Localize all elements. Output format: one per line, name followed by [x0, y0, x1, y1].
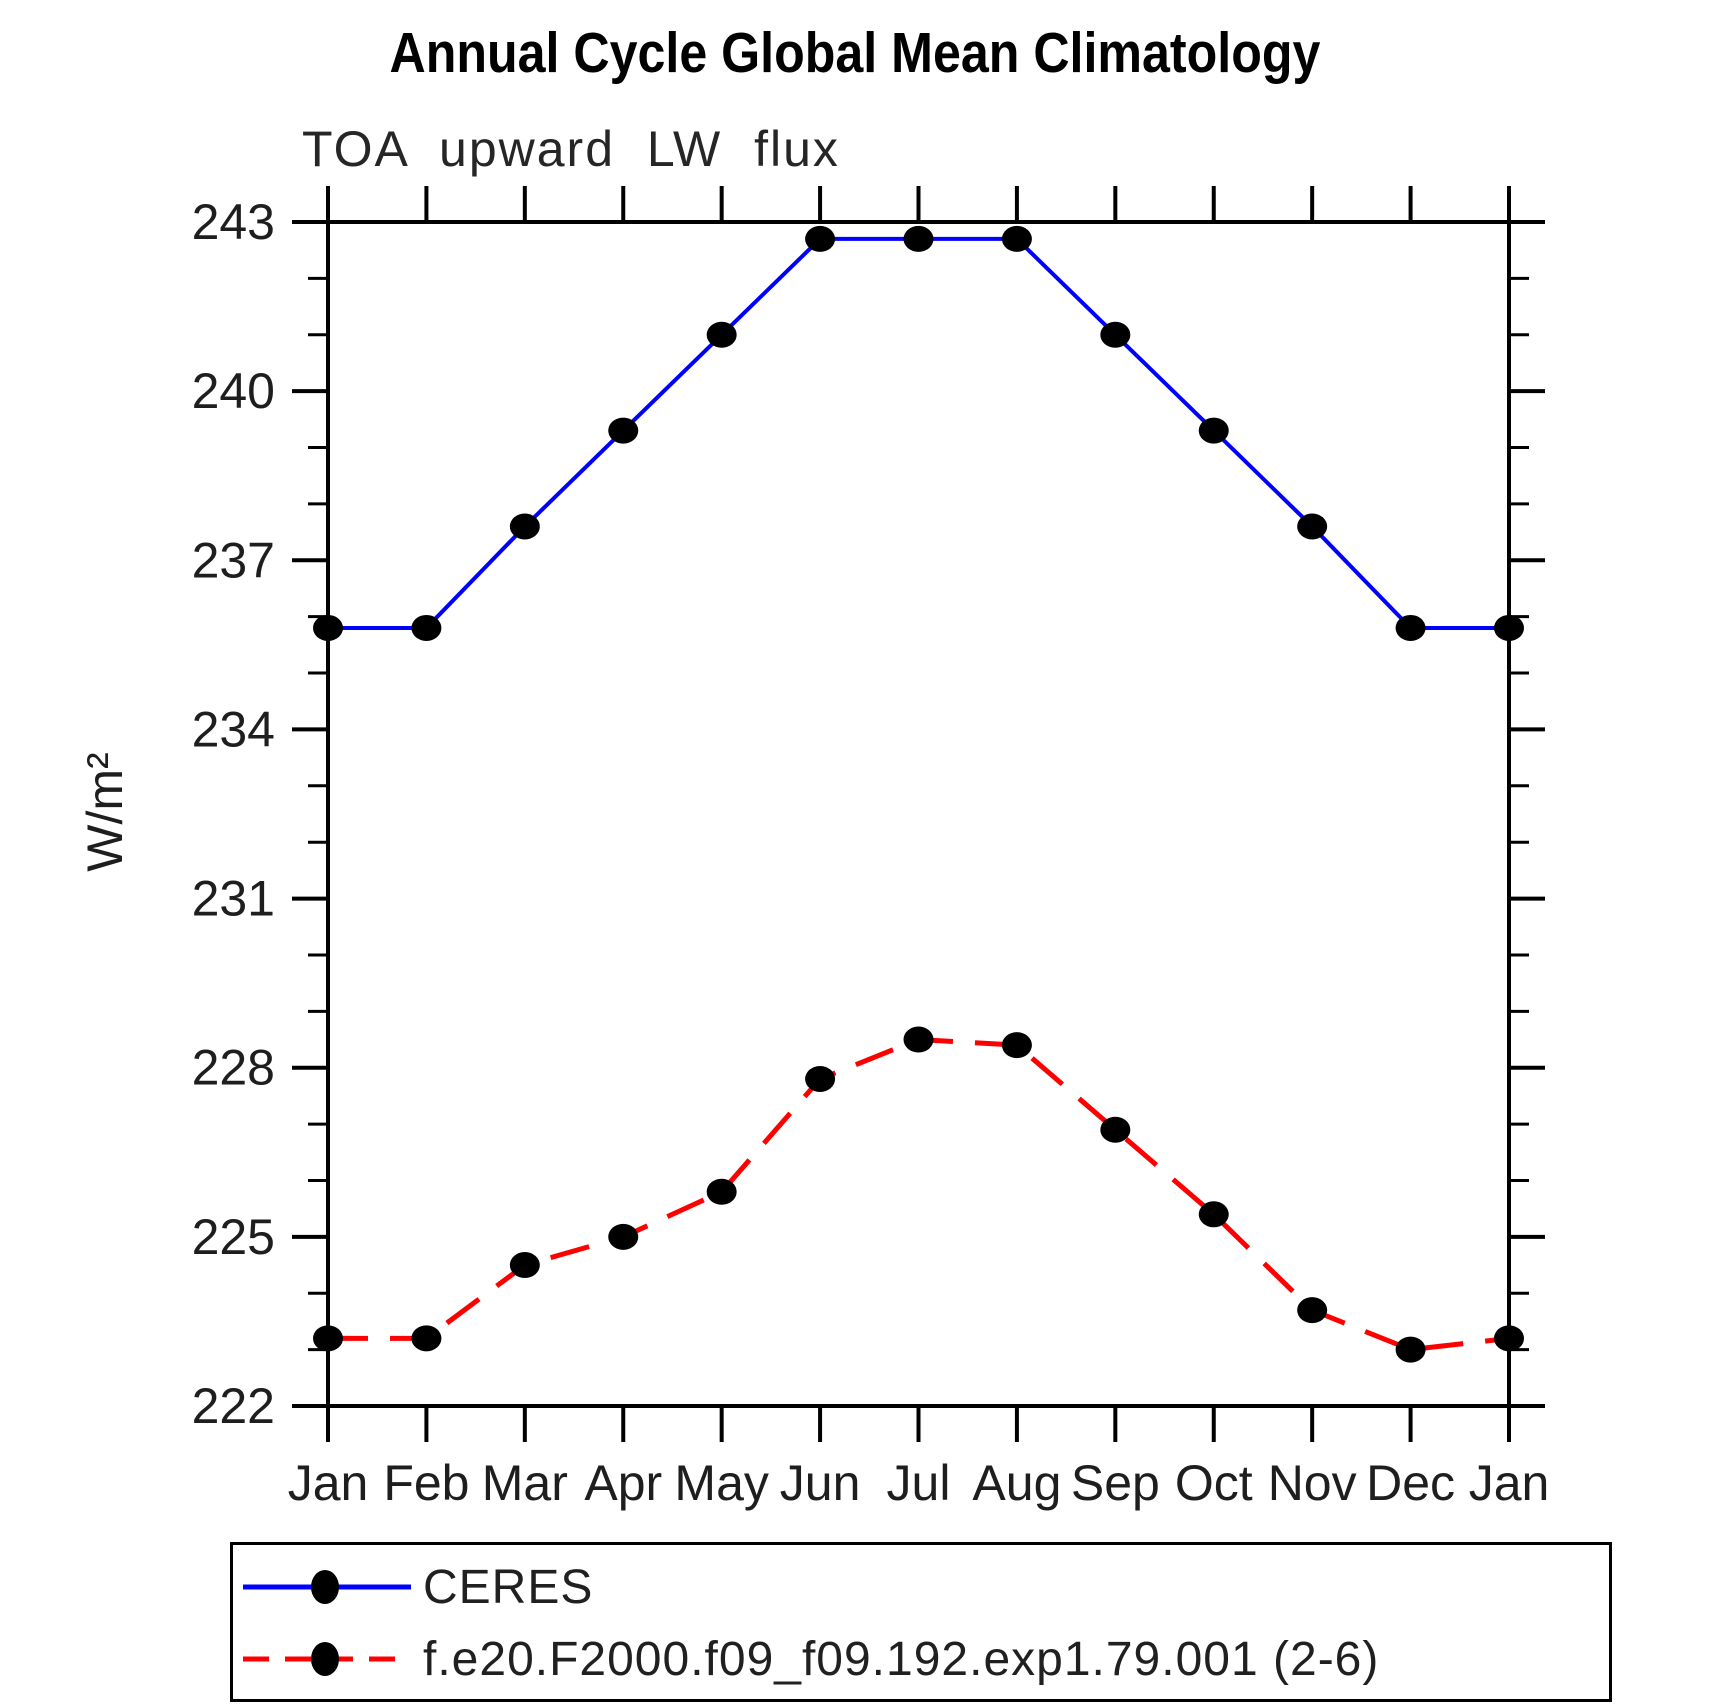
data-point [313, 1325, 343, 1352]
x-tick-label: Sep [1071, 1455, 1160, 1511]
data-point [411, 614, 442, 641]
x-tick-label: Jun [780, 1455, 861, 1511]
legend-sample-ceres [243, 1570, 411, 1604]
data-point [509, 1252, 540, 1279]
y-axis-unit-label: W/m² [77, 752, 133, 871]
x-tick-label: Jan [1469, 1455, 1550, 1511]
x-tick-label: Mar [482, 1455, 568, 1511]
series-line-1 [328, 1036, 1510, 1353]
data-point [1297, 513, 1328, 540]
y-tick-label: 222 [192, 1378, 275, 1434]
data-point [509, 513, 540, 540]
data-point [1198, 417, 1229, 444]
legend-sample-model [243, 1642, 411, 1676]
data-point [608, 1223, 639, 1250]
data-point [1494, 614, 1524, 641]
data-point [1395, 1336, 1426, 1363]
data-point [1494, 1325, 1524, 1352]
legend-box: CERES f.e20.F2000.f09_f09.192.exp1.79.00… [230, 1542, 1612, 1702]
data-point [903, 1026, 934, 1053]
x-tick-label: Oct [1175, 1455, 1253, 1511]
series-layer [313, 225, 1524, 1363]
x-tick-label: Nov [1268, 1455, 1357, 1511]
y-tick-label: 228 [192, 1040, 275, 1096]
y-tick-label: 240 [192, 363, 275, 419]
data-point [1198, 1201, 1229, 1228]
data-point [903, 225, 934, 252]
x-tick-label: Jul [887, 1455, 951, 1511]
y-tick-label: 243 [192, 194, 275, 250]
y-tick-label: 237 [192, 532, 275, 588]
axes-layer: Jan Feb Mar Apr May Jun Jul Aug Sep Oct Nov Dec Jan2… [192, 186, 1550, 1511]
data-point [706, 1178, 737, 1205]
data-point [313, 614, 343, 641]
legend-entry-ceres: CERES [239, 1561, 593, 1614]
x-tick-label: Jan [288, 1455, 369, 1511]
series-line-0 [328, 236, 1509, 630]
data-point [411, 1325, 442, 1352]
data-point [706, 321, 737, 348]
chart-title: Annual Cycle Global Mean Climatology [0, 18, 1710, 88]
y-tick-label: 234 [192, 701, 275, 757]
x-tick-label: Feb [383, 1455, 469, 1511]
data-point [805, 225, 836, 252]
data-point [608, 417, 639, 444]
legend-marker-icon [311, 1642, 339, 1676]
chart-subtitle: TOA upward LW flux [302, 121, 840, 177]
data-point [805, 1065, 836, 1092]
x-tick-label: Apr [584, 1455, 662, 1511]
x-tick-label: May [674, 1455, 768, 1511]
data-point [1297, 1297, 1328, 1324]
legend-entry-model: f.e20.F2000.f09_f09.192.exp1.79.001 (2-6… [239, 1633, 1379, 1686]
data-point [1100, 321, 1131, 348]
plot-frame [326, 220, 1511, 1408]
legend-label-model: f.e20.F2000.f09_f09.192.exp1.79.001 (2-6… [423, 1632, 1380, 1686]
x-tick-label: Dec [1366, 1455, 1455, 1511]
chart-title-text: Annual Cycle Global Mean Climatology [389, 21, 1321, 85]
y-tick-label: 231 [192, 871, 275, 927]
data-point [1100, 1116, 1131, 1143]
data-point [1001, 1032, 1032, 1059]
legend-label-ceres: CERES [423, 1560, 594, 1614]
data-point [1001, 225, 1032, 252]
x-tick-label: Aug [972, 1455, 1061, 1511]
data-point [1395, 614, 1426, 641]
legend-marker-icon [311, 1570, 339, 1604]
y-tick-label: 225 [192, 1209, 275, 1265]
